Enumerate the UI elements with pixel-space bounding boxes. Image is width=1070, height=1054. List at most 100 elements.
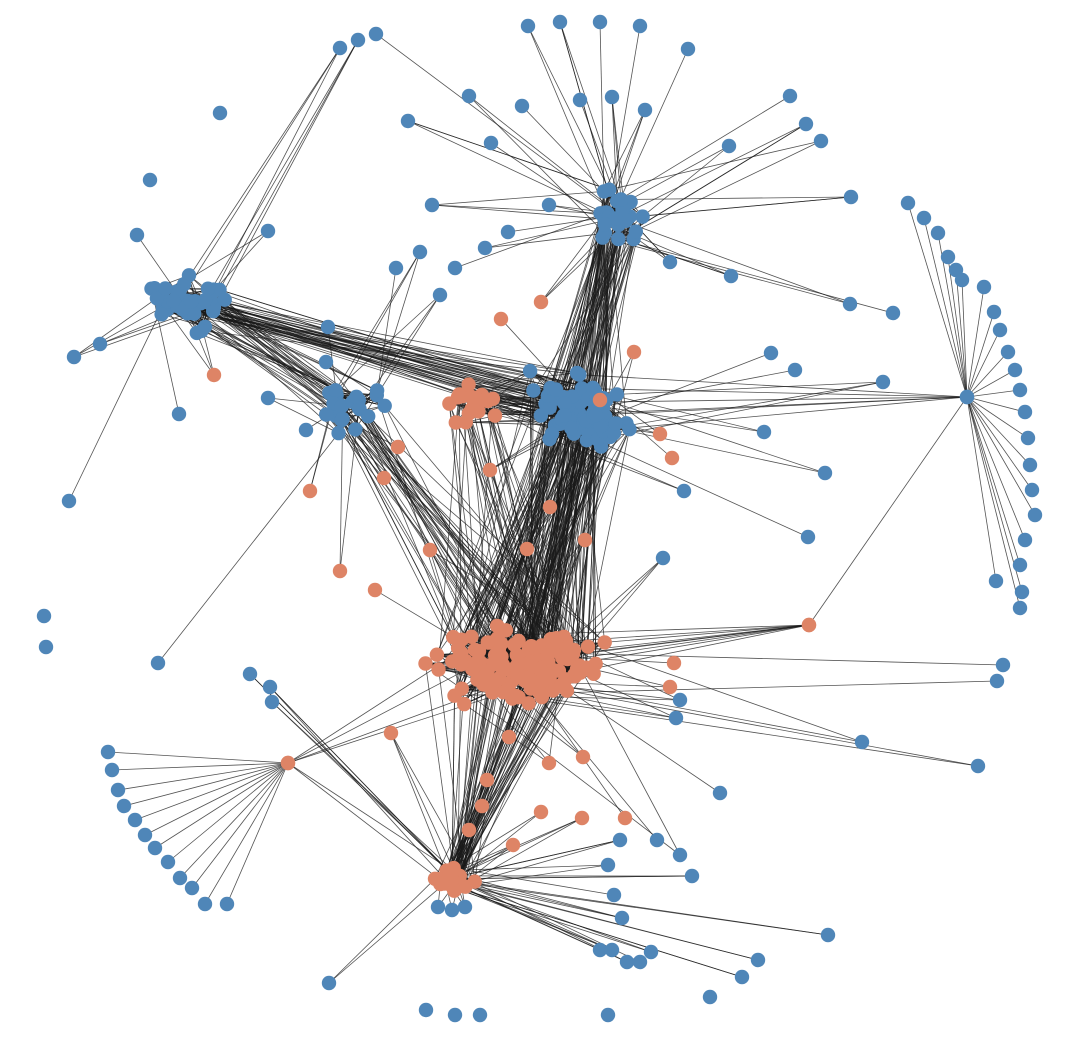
edge <box>325 361 378 396</box>
node-community-b <box>488 652 503 667</box>
edge <box>505 223 606 669</box>
node-community-a <box>154 307 169 322</box>
edge <box>184 308 617 395</box>
node-community-b <box>206 367 222 383</box>
node-community-a <box>734 969 750 985</box>
node-community-a <box>194 323 209 339</box>
edge <box>325 414 385 479</box>
node-community-a <box>514 98 530 114</box>
node-community-b <box>652 426 668 442</box>
edge <box>505 409 569 631</box>
edge <box>579 374 968 398</box>
node-community-a <box>483 135 499 151</box>
node-community-a <box>668 710 684 726</box>
edge <box>484 399 541 663</box>
node-community-b <box>666 655 682 671</box>
node-community-a <box>885 305 901 321</box>
node-community-a <box>542 400 557 415</box>
edge <box>165 288 593 389</box>
node-community-b <box>801 617 817 633</box>
node-community-a <box>200 281 216 296</box>
node-community-b <box>302 483 318 499</box>
node-community-a <box>361 409 376 424</box>
edge <box>966 396 1021 609</box>
edge <box>457 679 567 881</box>
edge <box>581 388 968 398</box>
edge <box>390 732 459 879</box>
node-community-a <box>166 293 181 308</box>
edge <box>449 403 486 672</box>
node-community-a <box>412 244 428 260</box>
edge <box>68 306 164 502</box>
node-community-b <box>533 294 549 310</box>
node-community-a <box>328 383 343 398</box>
edge <box>459 864 609 887</box>
node-community-b <box>437 872 453 887</box>
node-community-a <box>137 827 153 843</box>
node-community-b <box>662 679 678 695</box>
node-community-a <box>61 493 77 509</box>
node-community-a <box>592 14 608 30</box>
edge <box>966 351 1009 398</box>
node-community-b <box>429 647 445 662</box>
node-community-a <box>418 1002 434 1018</box>
node-community-a <box>160 854 176 870</box>
edge <box>287 762 461 877</box>
edge <box>73 306 163 358</box>
node-community-b <box>664 450 680 466</box>
node-community-b <box>448 415 463 430</box>
node-community-a <box>702 989 718 1005</box>
node-community-a <box>142 172 158 188</box>
node-community-a <box>782 88 798 104</box>
edge <box>436 200 618 655</box>
node-community-a <box>959 389 975 405</box>
edge <box>446 811 542 871</box>
edge <box>335 294 441 391</box>
edge <box>549 428 630 508</box>
node-community-a <box>940 249 956 265</box>
edge <box>457 683 563 879</box>
node-community-b <box>505 837 521 853</box>
edge <box>341 420 461 652</box>
edge <box>469 396 531 666</box>
edge <box>547 682 863 743</box>
node-community-a <box>477 240 493 256</box>
node-community-a <box>1017 404 1033 420</box>
edge <box>615 351 635 424</box>
edge <box>457 811 542 880</box>
node-community-a <box>368 26 384 42</box>
node-community-a <box>351 400 367 416</box>
node-community-a <box>632 18 648 34</box>
edge <box>407 120 616 219</box>
node-community-a <box>854 734 870 750</box>
edge <box>966 396 997 582</box>
edge <box>604 624 810 643</box>
node-community-b <box>577 532 593 548</box>
edge <box>457 397 578 670</box>
node-community-b <box>383 725 399 741</box>
node-community-a <box>672 847 688 863</box>
node-community-a <box>672 692 688 708</box>
node-community-b <box>376 470 392 486</box>
node-community-a <box>954 272 970 288</box>
edge <box>436 390 534 655</box>
node-community-a <box>604 942 620 958</box>
edge <box>461 688 979 767</box>
node-community-a <box>388 260 404 276</box>
node-community-b <box>447 883 462 898</box>
node-community-a <box>457 899 473 915</box>
node-community-a <box>544 426 560 441</box>
edge <box>440 883 652 953</box>
node-community-a <box>609 387 625 402</box>
node-community-a <box>684 868 700 884</box>
edge <box>425 663 455 876</box>
node-community-b <box>501 729 517 745</box>
edge <box>451 885 743 978</box>
edge <box>219 39 359 290</box>
node-community-a <box>444 902 460 918</box>
edge <box>144 762 289 836</box>
node-community-b <box>523 654 538 670</box>
node-community-a <box>158 281 173 296</box>
edge <box>558 685 681 701</box>
